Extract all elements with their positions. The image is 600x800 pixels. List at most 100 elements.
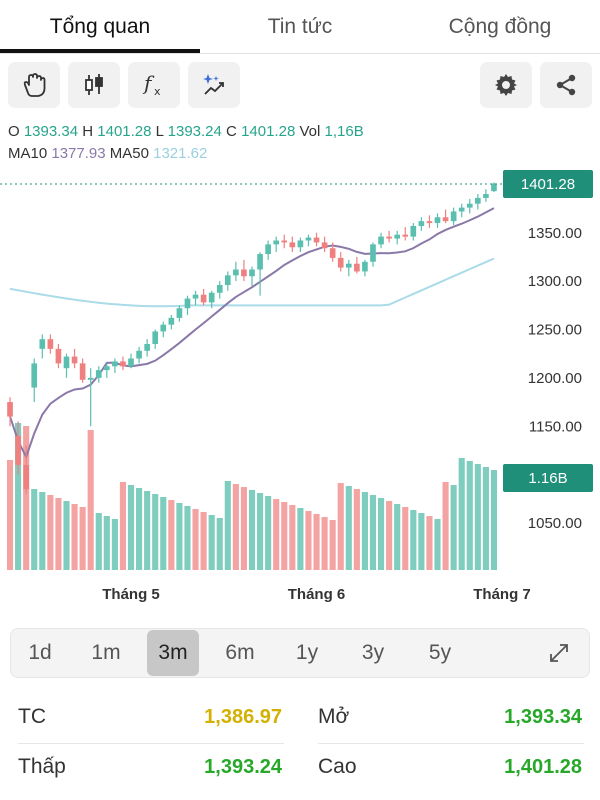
volume-bar (176, 503, 183, 570)
last-price-tag: 1401.28 (503, 170, 593, 198)
volume-bar (63, 501, 70, 570)
candle-body (71, 356, 78, 364)
volume-value: 1,16B (324, 123, 364, 140)
volume-bar (127, 485, 135, 570)
price-chart[interactable]: 1450.001350.001300.001250.001200.001150.… (0, 168, 600, 608)
range-5y[interactable]: 5y (414, 630, 466, 676)
volume-bar (442, 482, 449, 570)
range-1y[interactable]: 1y (281, 630, 333, 676)
candle-body (15, 435, 21, 465)
volume-bar (216, 518, 223, 570)
gear-icon (495, 74, 517, 96)
hand-icon (23, 73, 46, 97)
candle-body (281, 240, 288, 243)
volume-bar (353, 489, 360, 570)
candle-body (7, 402, 13, 417)
volume-bar (273, 499, 280, 570)
candle-body (208, 292, 215, 303)
volume-bar (345, 486, 352, 570)
close-value: 1401.28 (241, 123, 296, 140)
candle-body (426, 221, 433, 224)
hand-tool-button[interactable] (8, 62, 60, 108)
active-tab-indicator (0, 49, 200, 53)
volume-bar (482, 467, 489, 570)
tab-community[interactable]: Cộng đồng (400, 0, 600, 54)
candle-body (160, 324, 167, 332)
volume-bar (466, 461, 473, 570)
volume-bar (200, 512, 207, 570)
x-tick-label: Tháng 5 (102, 586, 160, 603)
volume-bar (224, 481, 231, 570)
range-3m[interactable]: 3m (147, 630, 199, 676)
y-tick-label: 1200.00 (528, 370, 582, 387)
volume-bar (103, 516, 110, 570)
divider (18, 743, 284, 744)
candle-body (418, 221, 425, 226)
candle-body (144, 344, 150, 351)
candle-body (475, 197, 481, 204)
candle-body (265, 244, 271, 255)
candle-body (23, 464, 29, 490)
candle-body (103, 366, 110, 371)
volume-bar (208, 515, 215, 570)
indicator-button[interactable]: f x (128, 62, 180, 108)
low-value: 1393.24 (167, 123, 222, 140)
volume-bar (31, 489, 38, 570)
volume-bar (192, 509, 199, 570)
candle-body (257, 254, 263, 270)
volume-bar (361, 492, 368, 570)
candle-body (337, 257, 344, 268)
candle-body (249, 269, 255, 277)
fullscreen-button[interactable] (536, 630, 582, 676)
candle-body (216, 284, 223, 293)
low-price-label: Thấp (18, 755, 66, 778)
settings-button[interactable] (480, 62, 532, 108)
tab-overview-label: Tổng quan (49, 15, 151, 38)
volume-bar (265, 496, 272, 570)
volume-bar (450, 485, 457, 570)
volume-bar (474, 464, 481, 570)
candle-body (224, 275, 231, 285)
candle-body (442, 217, 449, 222)
function-icon: f x (142, 71, 161, 98)
candle-body (192, 294, 199, 299)
tab-community-label: Cộng đồng (448, 15, 552, 38)
volume-bar (402, 507, 409, 570)
volume-bar (39, 492, 46, 570)
ref-price-label: TC (18, 705, 46, 728)
candle-type-button[interactable] (68, 62, 120, 108)
ma10-label: MA10 (8, 145, 48, 162)
volume-bar (490, 470, 498, 570)
candle-body (305, 237, 312, 241)
tab-news-label: Tin tức (267, 15, 333, 38)
candle-body (31, 363, 38, 388)
low-price-value: 1,393.24 (204, 756, 282, 778)
x-tick-label: Tháng 7 (473, 586, 531, 603)
range-3y[interactable]: 3y (347, 630, 399, 676)
candle-body (402, 234, 409, 237)
range-6m-label: 6m (225, 641, 255, 664)
ai-tool-button[interactable] (188, 62, 240, 108)
volume-bar (434, 519, 441, 570)
volume-bar (55, 498, 62, 570)
volume-bar (136, 488, 143, 570)
share-button[interactable] (540, 62, 592, 108)
volume-bar (321, 517, 328, 570)
candle-body (112, 361, 118, 367)
range-1d[interactable]: 1d (14, 630, 66, 676)
high-price-label: Cao (318, 755, 357, 778)
candle-body (87, 377, 94, 380)
tab-news[interactable]: Tin tức (200, 0, 400, 54)
volume-tag: 1.16B (503, 464, 593, 492)
range-6m[interactable]: 6m (214, 630, 266, 676)
volume-bar (426, 516, 433, 570)
volume-bar (281, 502, 288, 570)
volume-bar (47, 495, 54, 570)
tab-overview[interactable]: Tổng quan (0, 0, 200, 54)
y-tick-label: 1250.00 (528, 322, 582, 339)
ma10-value: 1377.93 (51, 145, 106, 162)
candle-body (120, 361, 126, 367)
y-tick-label: 1050.00 (528, 515, 582, 532)
candle-body (63, 356, 70, 369)
range-1m[interactable]: 1m (80, 630, 132, 676)
